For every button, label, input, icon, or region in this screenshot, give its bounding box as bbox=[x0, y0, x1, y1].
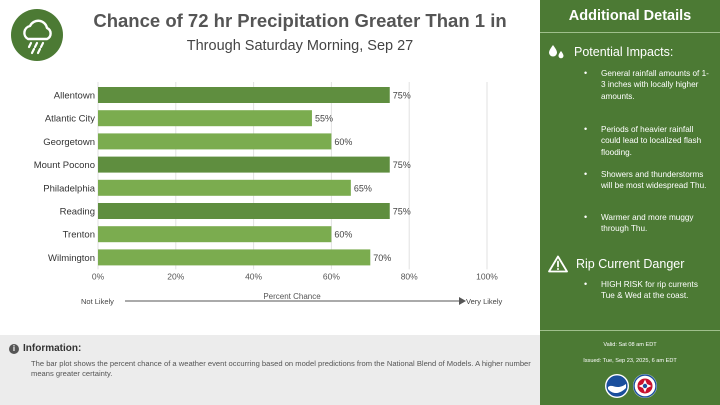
value-label: 75% bbox=[393, 207, 411, 217]
details-panel: Additional Details Potential Impacts: Ge… bbox=[540, 0, 720, 405]
value-labels: 75% 55% 60% 75% 65% 75% 60% 70% bbox=[315, 91, 411, 263]
info-header: i Information: bbox=[9, 343, 81, 354]
x-tick-label: 80% bbox=[401, 271, 418, 281]
x-tick-label: 0% bbox=[92, 271, 105, 281]
bar bbox=[98, 133, 332, 150]
impacts-title: Potential Impacts: bbox=[574, 45, 674, 59]
impacts-header: Potential Impacts: bbox=[548, 43, 673, 61]
list-item: Periods of heavier rainfall could lead t… bbox=[584, 124, 713, 158]
bar bbox=[98, 87, 390, 103]
info-title: Information: bbox=[23, 343, 82, 354]
category-label: Allentown bbox=[54, 91, 95, 102]
value-label: 75% bbox=[393, 160, 411, 170]
category-label: Wilmington bbox=[48, 253, 95, 264]
valid-time: Valid: Sat 08 am EDT bbox=[603, 342, 657, 348]
bar bbox=[98, 156, 390, 173]
rip-header: Rip Current Danger bbox=[548, 255, 684, 273]
category-label: Reading bbox=[60, 207, 95, 218]
x-tick-label: 20% bbox=[167, 271, 184, 281]
x-tick-label: 40% bbox=[245, 271, 262, 281]
bar bbox=[98, 203, 390, 219]
value-label: 65% bbox=[354, 183, 372, 193]
rain-cloud-icon bbox=[11, 9, 63, 61]
value-label: 60% bbox=[334, 137, 352, 147]
chart-subtitle: Through Saturday Morning, Sep 27 bbox=[186, 38, 414, 54]
arrow-head-icon bbox=[459, 297, 466, 305]
value-label: 60% bbox=[334, 230, 352, 240]
noaa-logo bbox=[605, 374, 629, 398]
x-axis-label: Percent Chance bbox=[263, 292, 321, 301]
bar bbox=[98, 110, 312, 127]
category-label: Mount Pocono bbox=[34, 160, 95, 171]
info-icon: i bbox=[9, 343, 19, 354]
details-title: Additional Details bbox=[568, 8, 692, 24]
info-body: The bar plot shows the percent chance of… bbox=[31, 359, 531, 378]
list-item: Warmer and more muggy through Thu. bbox=[584, 212, 713, 235]
divider bbox=[540, 330, 720, 331]
chart-bars bbox=[98, 87, 390, 266]
category-label: Atlantic City bbox=[45, 114, 95, 125]
value-label: 70% bbox=[373, 253, 391, 263]
value-label: 55% bbox=[315, 114, 333, 124]
info-section: i Information: The bar plot shows the pe… bbox=[0, 335, 540, 405]
list-item: General rainfall amounts of 1-3 inches w… bbox=[584, 68, 713, 102]
bar bbox=[98, 226, 332, 243]
bar-chart: Allentown Atlantic City Georgetown Mount Po… bbox=[34, 82, 503, 306]
x-tick-labels: 0% 20% 40% 60% 80% 100% bbox=[92, 271, 498, 281]
rip-title: Rip Current Danger bbox=[576, 257, 685, 271]
category-label: Philadelphia bbox=[43, 183, 95, 194]
chart-title: Chance of 72 hr Precipitation Greater Th… bbox=[93, 10, 507, 31]
chart-panel: Chance of 72 hr Precipitation Greater Th… bbox=[11, 9, 507, 306]
list-item: HIGH RISK for rip currents Tue & Wed at … bbox=[584, 279, 713, 302]
x-tick-label: 100% bbox=[476, 271, 498, 281]
list-item: Showers and thunderstorms will be most w… bbox=[584, 169, 713, 192]
x-tick-label: 60% bbox=[323, 271, 340, 281]
nws-logo bbox=[633, 374, 657, 398]
scale-right-label: Very Likely bbox=[466, 297, 503, 306]
scale-left-label: Not Likely bbox=[81, 297, 114, 306]
water-drops-icon bbox=[549, 45, 564, 59]
category-label: Trenton bbox=[63, 230, 95, 241]
category-labels: Allentown Atlantic City Georgetown Mount Po… bbox=[34, 91, 96, 264]
value-label: 75% bbox=[393, 91, 411, 101]
issued-time: Issued: Tue, Sep 23, 2025, 6 am EDT bbox=[583, 358, 677, 364]
bar bbox=[98, 179, 351, 196]
bar bbox=[98, 249, 371, 266]
divider bbox=[540, 32, 720, 33]
category-label: Georgetown bbox=[43, 137, 95, 148]
warning-triangle-icon bbox=[548, 255, 568, 273]
